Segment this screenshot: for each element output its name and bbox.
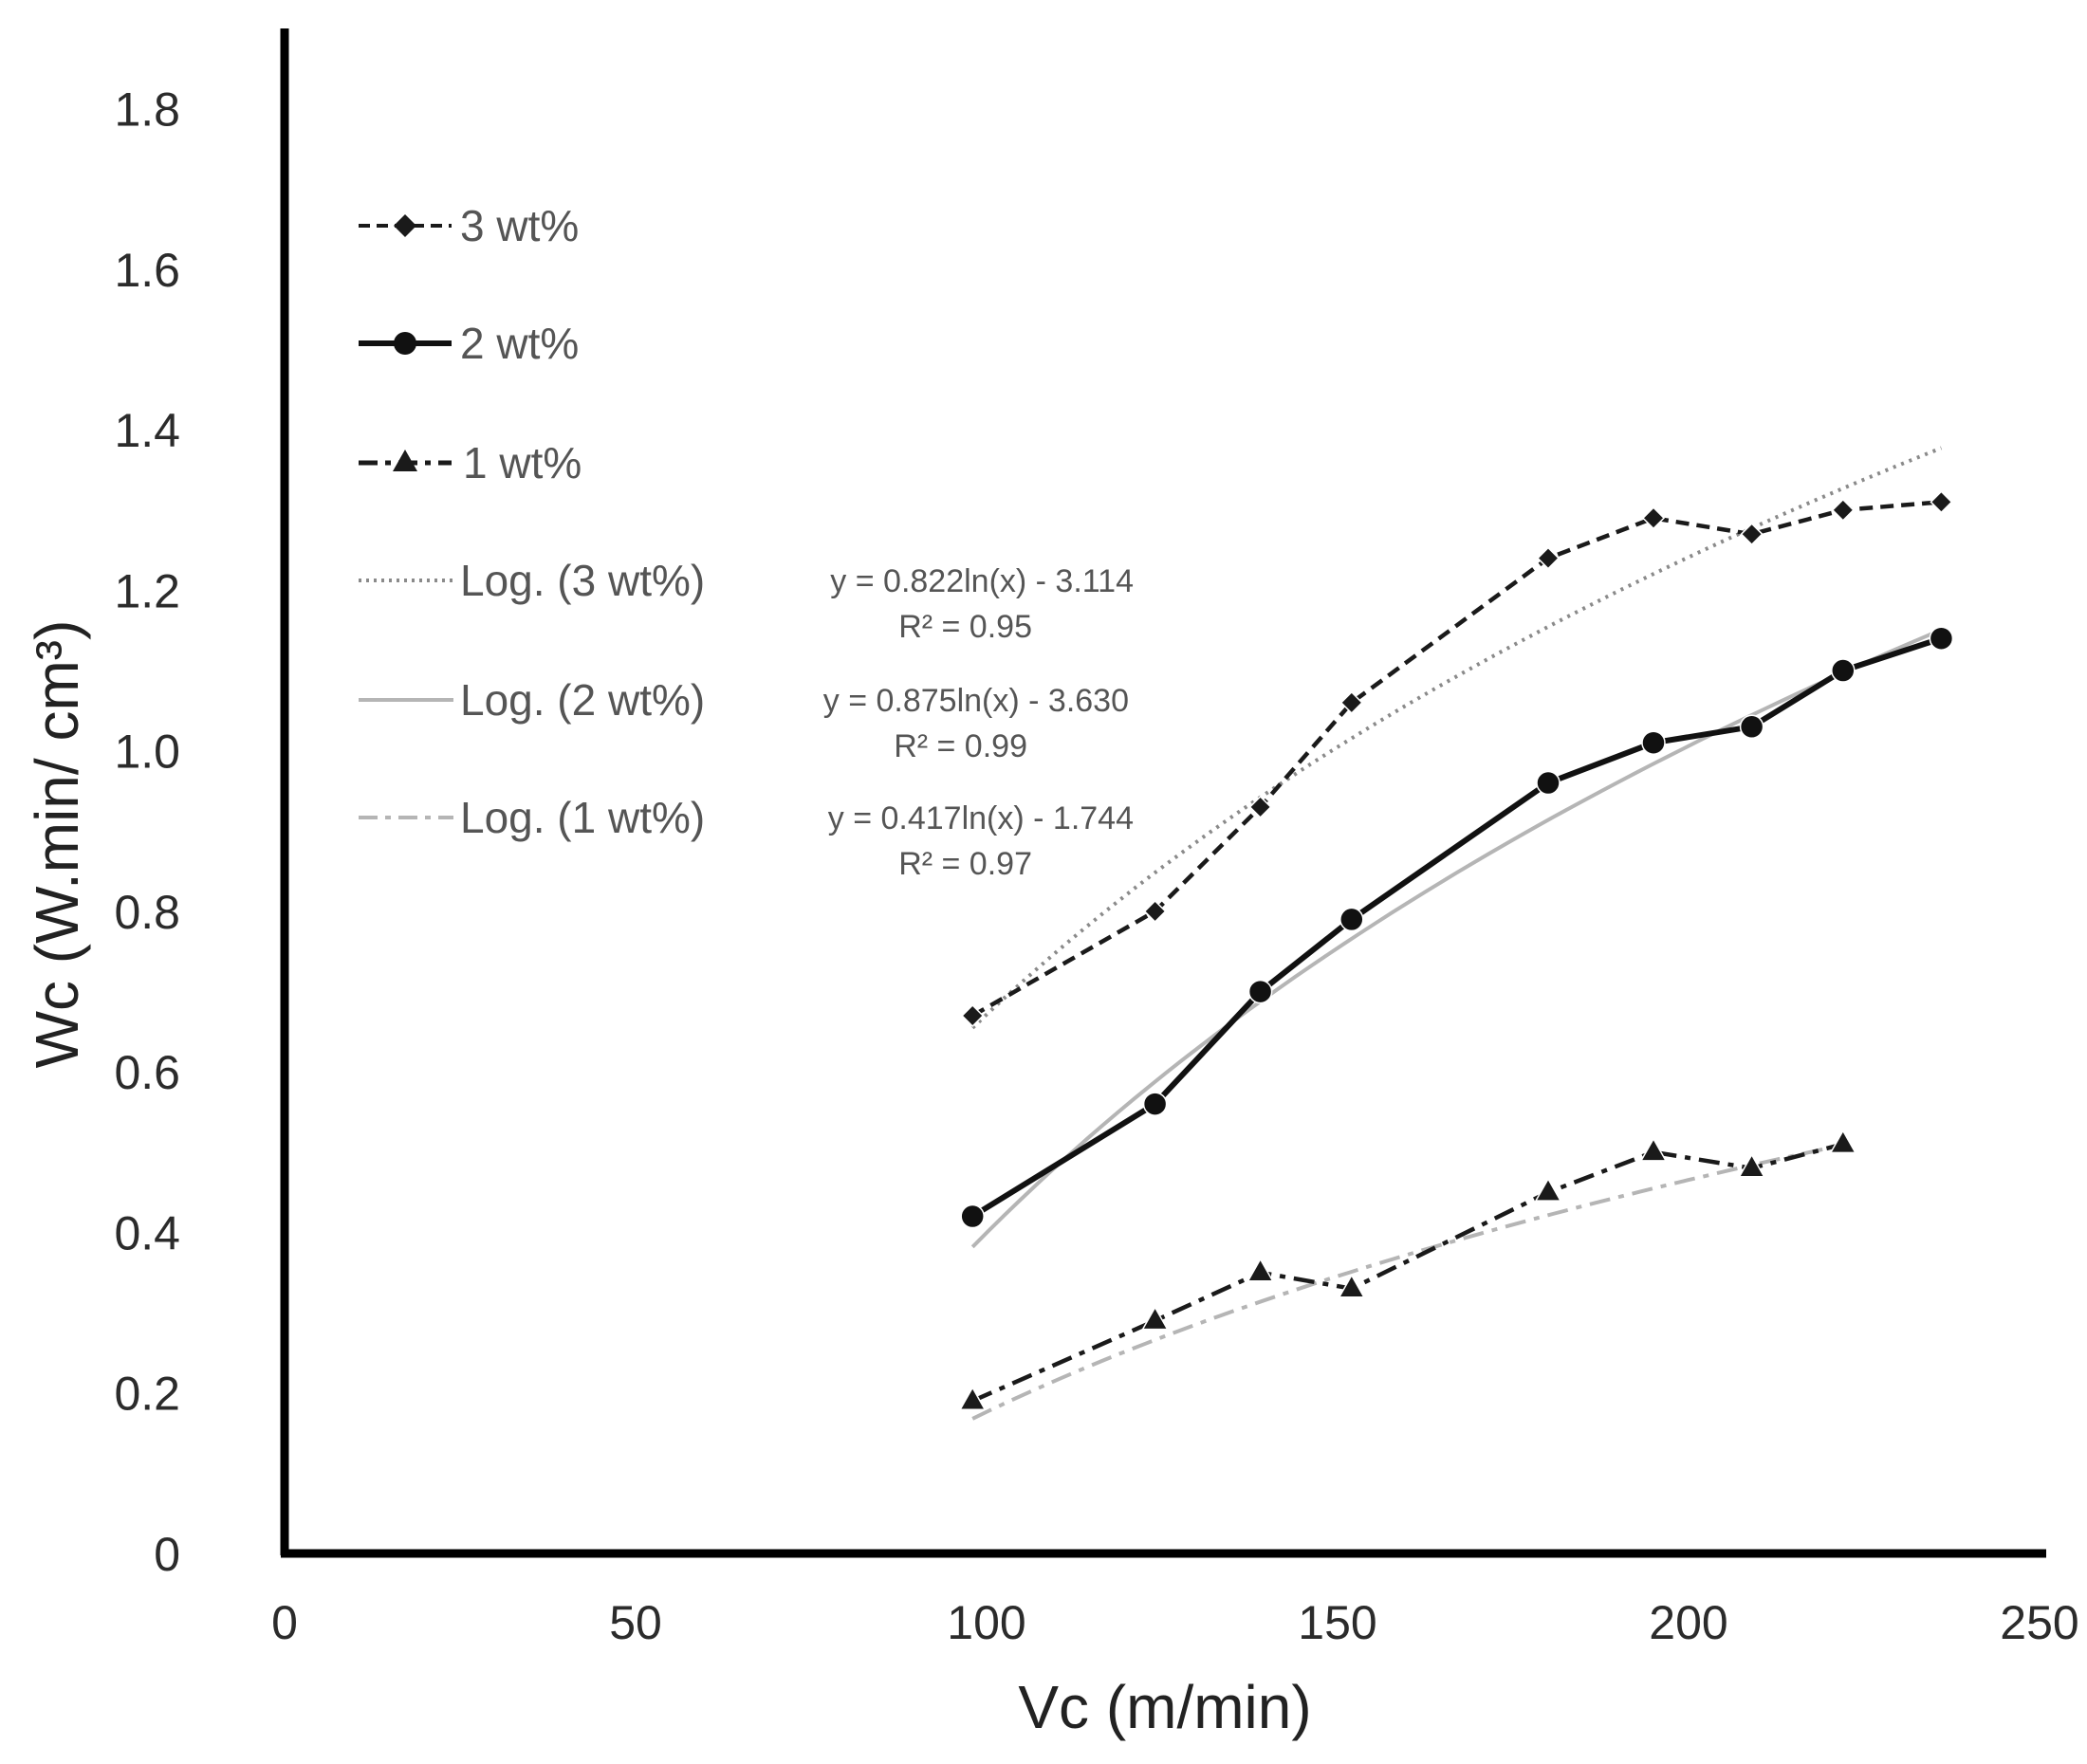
legend-label-3wt: 3 wt% [460,201,579,250]
data-point-2wt [1142,1092,1168,1116]
data-point-2wt [1536,770,1561,796]
y-tick-label: 0.2 [114,1368,180,1421]
data-point-1wt [1247,1258,1274,1282]
trendline-3wt [970,446,1943,1030]
data-point-1wt [1534,1177,1562,1202]
legend-entry-2wt: 2 wt% [359,319,579,368]
trend-r2-2wt: R² = 0.99 [894,728,1027,764]
trendline-2wt [970,628,1943,1249]
legend-marker-triangle [393,450,417,471]
x-tick-label: 0 [271,1596,298,1649]
data-point-3wt [1339,690,1363,714]
y-tick-label: 0.6 [114,1046,180,1099]
legend-label-2wt: 2 wt% [460,319,579,368]
data-point-1wt [1738,1153,1765,1178]
series-line-1wt [971,1142,1844,1404]
trend-equation-2wt: y = 0.875ln(x) - 3.630 [823,683,1129,719]
y-tick-label: 1.4 [114,404,180,457]
data-point-3wt [1641,506,1666,530]
trendline-1wt [971,1143,1844,1421]
y-tick-label: 0.8 [114,886,180,939]
legend: 3 wt% 2 wt% 1 wt% Log. (3 wt%) y = 0.822… [359,201,1134,882]
data-point-1wt [1141,1306,1169,1331]
y-axis-title: Wc (W.min/ cm³) [23,620,91,1069]
data-point-2wt [1641,730,1666,755]
data-point-1wt [958,1386,987,1410]
series-layer [958,490,1954,1410]
data-point-2wt [1247,979,1273,1004]
data-point-3wt [1536,546,1561,570]
data-point-3wt [1248,795,1272,818]
legend-label-log1: Log. (1 wt%) [460,793,705,842]
axes [280,28,2046,1558]
legend-entry-3wt: 3 wt% [359,201,579,250]
y-tick-label: 0.4 [114,1206,180,1259]
x-tick-label: 100 [947,1596,1025,1649]
legend-marker-circle [394,332,416,355]
data-point-3wt [961,1003,985,1028]
legend-entry-log2: Log. (2 wt%) y = 0.875ln(x) - 3.630 R² =… [359,675,1129,764]
legend-label-log2: Log. (2 wt%) [460,675,705,725]
trend-r2-3wt: R² = 0.95 [898,609,1032,645]
y-tick-label: 1.6 [114,244,180,297]
legend-label-1wt: 1 wt% [463,438,582,487]
y-tick-label: 0 [154,1528,180,1581]
data-point-3wt [1831,498,1855,522]
trendline-layer [970,446,1943,1421]
x-tick-label: 50 [609,1596,662,1649]
x-tick-label: 150 [1298,1596,1376,1649]
series-line-2wt [970,635,1943,1220]
trend-equation-1wt: y = 0.417ln(x) - 1.744 [828,800,1134,836]
y-tick-label: 1.8 [114,83,180,137]
y-tick-label: 1.2 [114,564,180,617]
data-point-3wt [1143,899,1167,924]
x-axis-title: Vc (m/min) [1018,1673,1311,1741]
tick-labels: 0 50 100 150 200 250 0 0.2 0.4 0.6 0.8 1.0 1.2 1.4 1.6… [114,83,2078,1649]
data-point-2wt [1339,907,1364,932]
data-point-3wt [1740,523,1764,546]
legend-label-log3: Log. (3 wt%) [460,556,705,605]
trend-r2-1wt: R² = 0.97 [898,846,1032,882]
x-tick-label: 250 [2000,1596,2078,1649]
trend-equation-3wt: y = 0.822ln(x) - 3.114 [830,563,1134,599]
data-point-2wt [1739,714,1764,740]
data-point-1wt [1829,1129,1857,1154]
data-point-3wt [1930,490,1953,514]
legend-marker-diamond [394,214,416,237]
data-point-2wt [960,1204,985,1229]
data-point-2wt [1929,626,1954,651]
legend-entry-log3: Log. (3 wt%) y = 0.822ln(x) - 3.114 R² =… [359,556,1134,645]
y-tick-label: 1.0 [114,726,180,779]
legend-entry-1wt: 1 wt% [359,438,582,487]
legend-entry-log1: Log. (1 wt%) y = 0.417ln(x) - 1.744 R² =… [359,793,1134,882]
data-point-2wt [1831,658,1856,683]
data-point-1wt [1338,1274,1366,1298]
data-point-1wt [1639,1137,1668,1162]
x-tick-label: 200 [1649,1596,1727,1649]
